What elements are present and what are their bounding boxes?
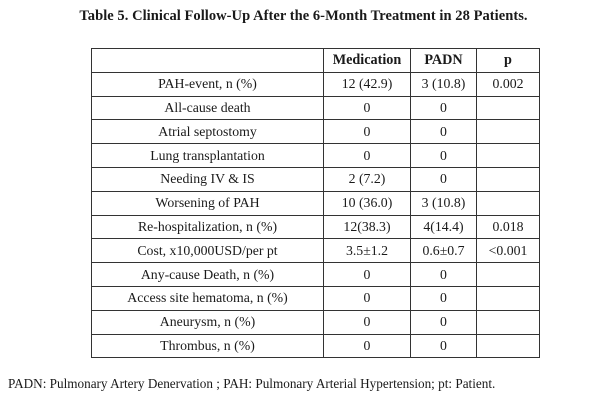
p-value-cell bbox=[476, 262, 540, 287]
p-value-cell: 0.018 bbox=[476, 214, 540, 240]
table-row: Needing IV & IS 2 (7.2) 0 bbox=[91, 166, 540, 192]
medication-cell: 12 (42.9) bbox=[323, 71, 411, 97]
follow-up-table: Medication PADN p PAH-event, n (%) 12 (4… bbox=[91, 48, 540, 359]
medication-cell: 0 bbox=[323, 333, 411, 359]
padn-cell: 0 bbox=[410, 285, 477, 311]
padn-cell: 0.6±0.7 bbox=[410, 238, 477, 264]
row-label: Cost, x10,000USD/per pt bbox=[91, 238, 324, 264]
medication-cell: 0 bbox=[323, 285, 411, 311]
row-label: Re-hospitalization, n (%) bbox=[91, 214, 324, 240]
table-footnote: PADN: Pulmonary Artery Denervation ; PAH… bbox=[8, 376, 496, 391]
row-label: Worsening of PAH bbox=[91, 190, 324, 216]
p-value-cell: <0.001 bbox=[476, 238, 540, 264]
p-value-cell bbox=[476, 95, 540, 121]
p-value-cell bbox=[476, 166, 540, 192]
p-value-cell bbox=[476, 285, 540, 311]
row-label: Aneurysm, n (%) bbox=[91, 309, 324, 335]
medication-cell: 3.5±1.2 bbox=[323, 238, 411, 264]
table-row: Aneurysm, n (%) 0 0 bbox=[91, 309, 540, 335]
p-value-cell: 0.002 bbox=[476, 71, 540, 97]
table-row: Any-cause Death, n (%) 0 0 bbox=[91, 262, 540, 287]
header-cell-padn: PADN bbox=[410, 48, 477, 73]
table-row: Access site hematoma, n (%) 0 0 bbox=[91, 285, 540, 311]
p-value-cell bbox=[476, 143, 540, 168]
row-label: PAH-event, n (%) bbox=[91, 71, 324, 97]
table-row: Lung transplantation 0 0 bbox=[91, 143, 540, 168]
table-row: Thrombus, n (%) 0 0 bbox=[91, 333, 540, 359]
p-value-cell bbox=[476, 119, 540, 145]
table-row: Re-hospitalization, n (%) 12(38.3) 4(14.… bbox=[91, 214, 540, 240]
medication-cell: 12(38.3) bbox=[323, 214, 411, 240]
row-label: Lung transplantation bbox=[91, 143, 324, 168]
p-value-cell bbox=[476, 309, 540, 335]
medication-cell: 0 bbox=[323, 143, 411, 168]
table-row: Cost, x10,000USD/per pt 3.5±1.2 0.6±0.7 … bbox=[91, 238, 540, 264]
medication-cell: 0 bbox=[323, 95, 411, 121]
padn-cell: 0 bbox=[410, 143, 477, 168]
table-row: Worsening of PAH 10 (36.0) 3 (10.8) bbox=[91, 190, 540, 216]
table-row: Atrial septostomy 0 0 bbox=[91, 119, 540, 145]
row-label: Any-cause Death, n (%) bbox=[91, 262, 324, 287]
padn-cell: 3 (10.8) bbox=[410, 71, 477, 97]
padn-cell: 0 bbox=[410, 95, 477, 121]
padn-cell: 4(14.4) bbox=[410, 214, 477, 240]
medication-cell: 0 bbox=[323, 262, 411, 287]
medication-cell: 0 bbox=[323, 119, 411, 145]
table-row: PAH-event, n (%) 12 (42.9) 3 (10.8) 0.00… bbox=[91, 71, 540, 97]
medication-cell: 0 bbox=[323, 309, 411, 335]
padn-cell: 3 (10.8) bbox=[410, 190, 477, 216]
table-row: All-cause death 0 0 bbox=[91, 95, 540, 121]
padn-cell: 0 bbox=[410, 119, 477, 145]
table-header-row: Medication PADN p bbox=[91, 48, 540, 73]
header-cell-medication: Medication bbox=[323, 48, 411, 73]
row-label: Thrombus, n (%) bbox=[91, 333, 324, 359]
row-label: Needing IV & IS bbox=[91, 166, 324, 192]
padn-cell: 0 bbox=[410, 166, 477, 192]
header-cell-p: p bbox=[476, 48, 540, 73]
p-value-cell bbox=[476, 333, 540, 359]
padn-cell: 0 bbox=[410, 309, 477, 335]
padn-cell: 0 bbox=[410, 262, 477, 287]
row-label: Access site hematoma, n (%) bbox=[91, 285, 324, 311]
medication-cell: 2 (7.2) bbox=[323, 166, 411, 192]
table-title: Table 5. Clinical Follow-Up After the 6-… bbox=[79, 8, 528, 24]
medication-cell: 10 (36.0) bbox=[323, 190, 411, 216]
p-value-cell bbox=[476, 190, 540, 216]
row-label: Atrial septostomy bbox=[91, 119, 324, 145]
row-label: All-cause death bbox=[91, 95, 324, 121]
padn-cell: 0 bbox=[410, 333, 477, 359]
header-cell-blank bbox=[91, 48, 324, 73]
